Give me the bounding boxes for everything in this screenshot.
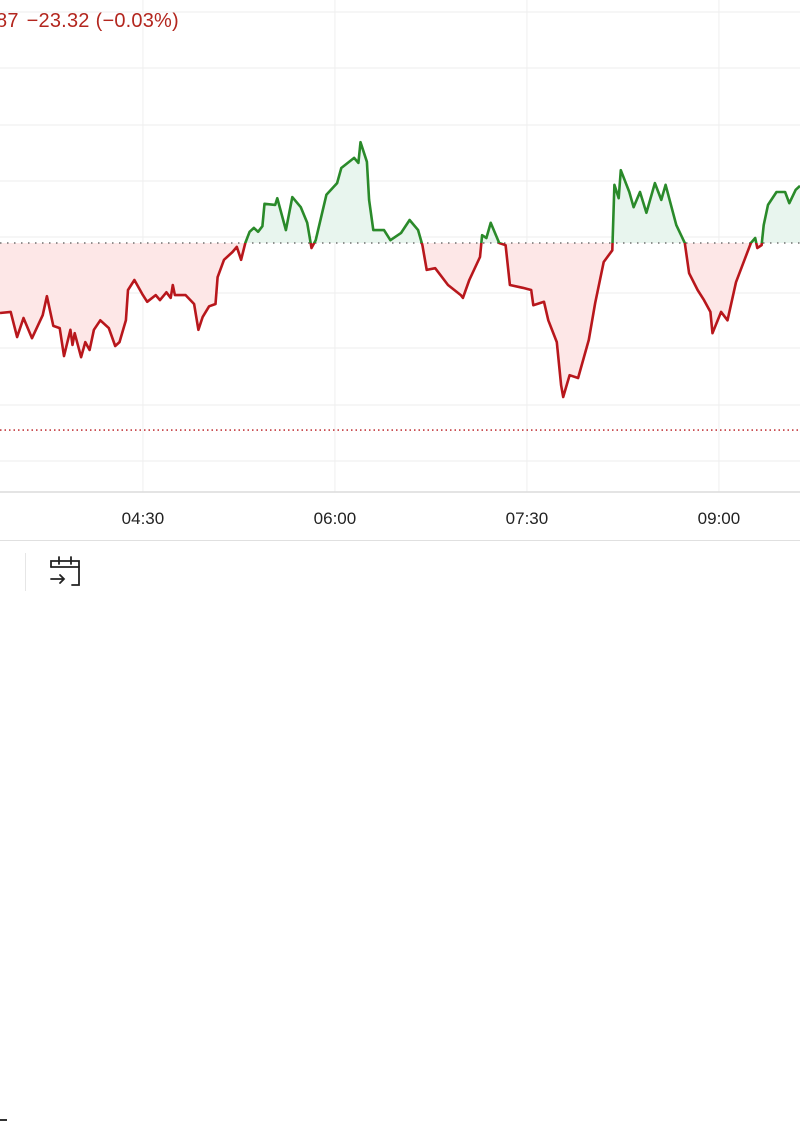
time-axis[interactable]: 04:30 06:00 07:30 09:00 [122, 509, 741, 528]
price-line-down [0, 243, 764, 399]
time-tick-label: 06:00 [314, 509, 357, 528]
chart-lines [0, 140, 800, 399]
time-tick-label: 04:30 [122, 509, 165, 528]
time-tick-label: 07:30 [506, 509, 549, 528]
price-change-percent: (−0.03%) [95, 10, 179, 32]
price-change: −23.32 [26, 10, 90, 32]
price-line-up [243, 140, 800, 243]
bottom-toolbar [0, 540, 800, 1121]
price-chart[interactable]: 04:30 06:00 07:30 09:00 [0, 0, 800, 540]
reference-lines [0, 242, 800, 431]
time-tick-label: 09:00 [698, 509, 741, 528]
last-price: 87 [0, 10, 19, 32]
toolbar-divider [25, 553, 26, 591]
area-below-baseline [0, 243, 800, 397]
calendar-goto-date-icon[interactable] [48, 554, 84, 590]
price-change-header: 87 −23.32 (−0.03%) [0, 10, 187, 33]
chart-areas [0, 142, 800, 397]
